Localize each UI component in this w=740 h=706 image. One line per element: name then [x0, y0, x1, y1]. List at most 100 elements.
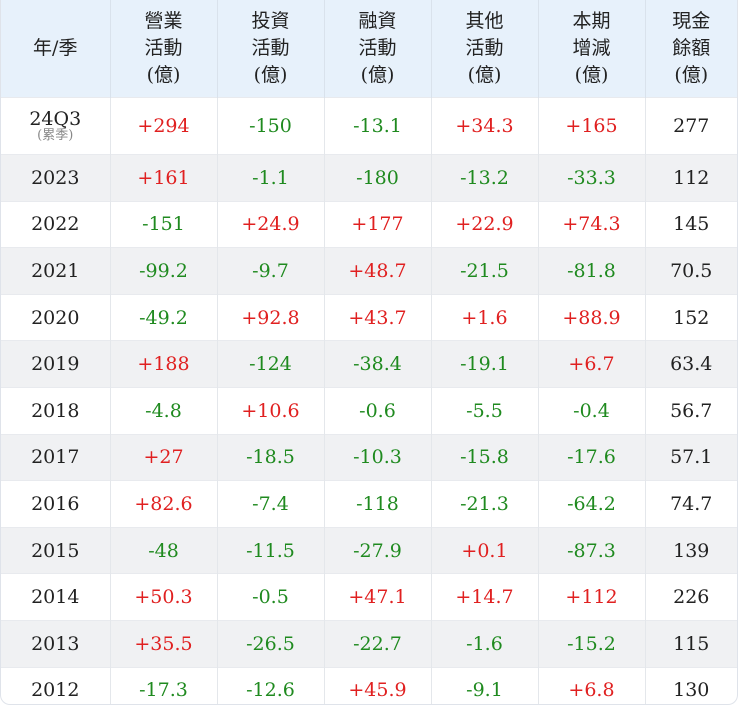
table-row: 24Q3 (累季) +294 -150 -13.1 +34.3 +165 277	[1, 97, 737, 155]
change-cell: +6.7	[538, 340, 646, 388]
investing-cell: -7.4	[217, 480, 325, 528]
header-line: (億)	[146, 64, 181, 86]
period-label: 2016	[31, 492, 80, 515]
operating-cell: +294	[110, 97, 218, 155]
header-change[interactable]: 本期 增減 (億)	[538, 0, 646, 98]
operating-cell: +35.5	[110, 619, 218, 668]
investing-cell: +92.8	[217, 293, 325, 341]
change-cell: +88.9	[538, 293, 646, 341]
header-operating[interactable]: 營業活動 (億)	[110, 0, 218, 98]
balance-cell: 70.5	[645, 247, 737, 295]
balance-cell: 74.7	[645, 480, 737, 528]
other-cell: +1.6	[431, 293, 539, 341]
period-cell: 2023	[1, 154, 111, 202]
header-line: 活動	[465, 37, 504, 59]
header-line: (億)	[360, 64, 395, 86]
operating-cell: +27	[110, 433, 218, 481]
change-cell: +74.3	[538, 200, 646, 248]
period-cell: 2018	[1, 386, 111, 435]
period-label: 2019	[31, 353, 80, 376]
change-cell: -0.4	[538, 386, 646, 435]
investing-cell: -18.5	[217, 433, 325, 481]
financing-cell: +45.9	[324, 666, 432, 704]
investing-cell: -150	[217, 97, 325, 155]
header-investing[interactable]: 投資 活動 (億)	[217, 0, 325, 98]
other-cell: +0.1	[431, 526, 539, 574]
other-cell: -9.1	[431, 666, 539, 704]
period-label: 2022	[31, 213, 80, 236]
period-cell: 2020	[1, 293, 111, 341]
period-label: 2012	[31, 679, 80, 702]
period-cell: 2012	[1, 666, 111, 704]
operating-cell: +50.3	[110, 573, 218, 621]
financing-cell: -13.1	[324, 97, 432, 155]
financing-cell: -38.4	[324, 340, 432, 388]
balance-cell: 57.1	[645, 433, 737, 481]
other-cell: -5.5	[431, 386, 539, 435]
period-label: 2023	[31, 166, 80, 189]
table-row: 2015 -48 -11.5 -27.9 +0.1 -87.3 139	[1, 526, 737, 574]
change-cell: -81.8	[538, 247, 646, 295]
other-cell: +14.7	[431, 573, 539, 621]
table-row: 2022 -151 +24.9 +177 +22.9 +74.3 145	[1, 200, 737, 248]
period-cell: 2016	[1, 480, 111, 528]
balance-cell: 277	[645, 97, 737, 155]
balance-cell: 145	[645, 200, 737, 248]
header-line: 增減	[572, 37, 611, 59]
balance-cell: 115	[645, 619, 737, 668]
header-line: 活動	[358, 37, 397, 59]
change-cell: -87.3	[538, 526, 646, 574]
header-line: 活動	[144, 37, 183, 59]
investing-cell: -9.7	[217, 247, 325, 295]
header-other[interactable]: 其他 活動 (億)	[431, 0, 539, 98]
other-cell: +22.9	[431, 200, 539, 248]
table-row: 2017 +27 -18.5 -10.3 -15.8 -17.6 57.1	[1, 433, 737, 481]
period-label: 2014	[31, 586, 80, 609]
table-row: 2013 +35.5 -26.5 -22.7 -1.6 -15.2 115	[1, 619, 737, 668]
investing-cell: -11.5	[217, 526, 325, 574]
table-row: 2014 +50.3 -0.5 +47.1 +14.7 +112 226	[1, 573, 737, 621]
change-cell: -33.3	[538, 154, 646, 202]
table-row: 2019 +188 -124 -38.4 -19.1 +6.7 63.4	[1, 340, 737, 388]
operating-cell: -49.2	[110, 293, 218, 341]
financing-cell: -27.9	[324, 526, 432, 574]
period-label: 2013	[31, 632, 80, 655]
financing-cell: -180	[324, 154, 432, 202]
header-line: (億)	[574, 64, 609, 86]
period-label: 2015	[31, 539, 80, 562]
header-balance[interactable]: 現金 餘額 (億)	[645, 0, 737, 98]
header-financing[interactable]: 融資 活動 (億)	[324, 0, 432, 98]
financing-cell: +43.7	[324, 293, 432, 341]
operating-cell: +82.6	[110, 480, 218, 528]
header-line: 現金	[672, 10, 711, 32]
operating-cell: +188	[110, 340, 218, 388]
other-cell: -13.2	[431, 154, 539, 202]
other-cell: +34.3	[431, 97, 539, 155]
balance-cell: 226	[645, 573, 737, 621]
balance-cell: 112	[645, 154, 737, 202]
header-line: 年/季	[33, 37, 78, 59]
table-row: 2018 -4.8 +10.6 -0.6 -5.5 -0.4 56.7	[1, 386, 737, 435]
period-cell: 24Q3 (累季)	[1, 97, 111, 155]
table-header-row: 年/季 營業 活動 (億) 投資 活動 (億) 融資 活動 (億) 其他 活動 (億) 本期 增減 (億) 現金…	[1, 0, 737, 98]
header-line: 餘額	[672, 37, 711, 59]
change-cell: +6.8	[538, 666, 646, 704]
header-line: 營業	[144, 10, 183, 32]
operating-cell: -99.2	[110, 247, 218, 295]
table-row: 2020 -49.2 +92.8 +43.7 +1.6 +88.9 152	[1, 293, 737, 341]
period-label: 2021	[31, 259, 80, 282]
header-line: (億)	[253, 64, 288, 86]
change-cell: +165	[538, 97, 646, 155]
financing-cell: -118	[324, 480, 432, 528]
investing-cell: -26.5	[217, 619, 325, 668]
period-cell: 2015	[1, 526, 111, 574]
table-row: 2016 +82.6 -7.4 -118 -21.3 -64.2 74.7	[1, 480, 737, 528]
header-line: (億)	[467, 64, 502, 86]
other-cell: -1.6	[431, 619, 539, 668]
period-label: 2017	[31, 446, 80, 469]
balance-cell: 130	[645, 666, 737, 704]
header-period[interactable]: 年/季	[1, 0, 111, 98]
period-cell: 2022	[1, 200, 111, 248]
